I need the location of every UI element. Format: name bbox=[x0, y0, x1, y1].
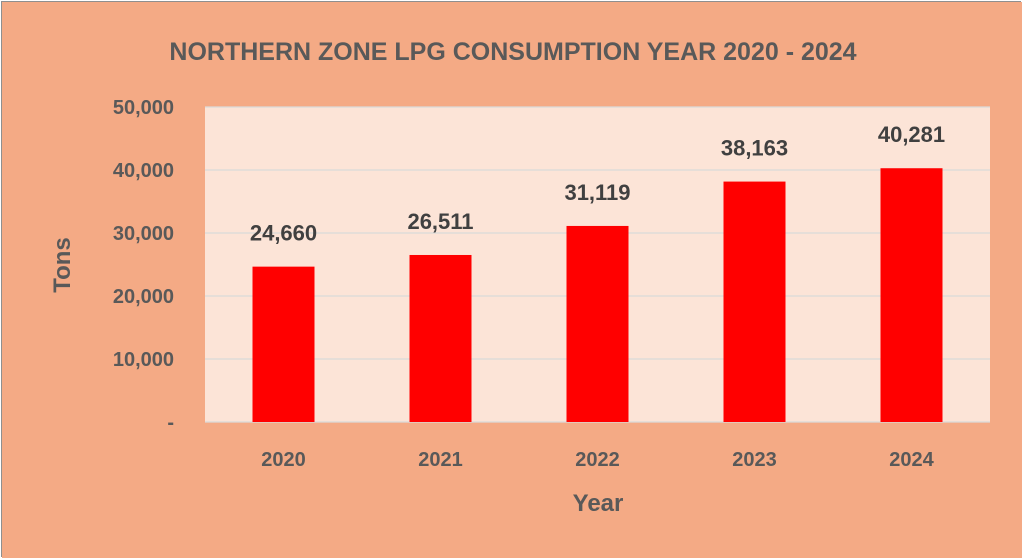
x-tick-label: 2020 bbox=[261, 449, 306, 471]
data-label: 40,281 bbox=[878, 122, 945, 147]
bar-2022 bbox=[566, 225, 629, 422]
x-tick-label: 2022 bbox=[575, 449, 620, 471]
bars bbox=[252, 168, 943, 422]
bar-2023 bbox=[723, 181, 786, 422]
data-label: 24,660 bbox=[250, 221, 317, 246]
x-axis-label: Year bbox=[573, 490, 624, 517]
bar-2024 bbox=[880, 168, 943, 422]
x-axis-ticks: 2020 2021 2022 2023 2024 bbox=[261, 449, 934, 471]
y-tick-label: 30,000 bbox=[113, 223, 174, 245]
data-label: 26,511 bbox=[407, 209, 473, 234]
data-label: 38,163 bbox=[721, 136, 788, 161]
y-tick-label: 40,000 bbox=[113, 160, 174, 182]
y-axis-label: Tons bbox=[49, 237, 76, 293]
data-label: 31,119 bbox=[564, 180, 630, 205]
y-tick-label: 50,000 bbox=[113, 97, 174, 119]
y-tick-label: - bbox=[167, 412, 174, 434]
bar-2021 bbox=[409, 254, 472, 422]
y-tick-label: 10,000 bbox=[113, 349, 174, 371]
x-tick-label: 2023 bbox=[732, 449, 777, 471]
chart-title: NORTHERN ZONE LPG CONSUMPTION YEAR 2020 … bbox=[169, 38, 856, 66]
x-tick-label: 2021 bbox=[418, 449, 463, 471]
x-tick-label: 2024 bbox=[889, 449, 934, 471]
bar-2020 bbox=[252, 266, 315, 422]
y-axis-ticks: - 10,000 20,000 30,000 40,000 50,000 bbox=[113, 97, 174, 434]
y-tick-label: 20,000 bbox=[113, 286, 174, 308]
data-labels: 24,660 26,511 31,119 38,163 40,281 bbox=[250, 122, 945, 245]
